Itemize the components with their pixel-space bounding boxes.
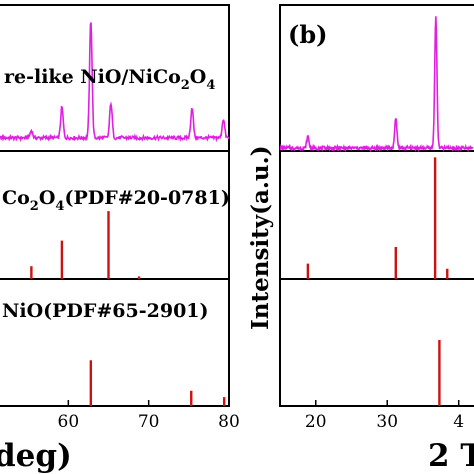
panel-a-pattern-line-1 [0, 22, 230, 143]
panel-b-x-ticks: 20 30 4 [305, 400, 464, 432]
panel-a-x-tick-label-3: 80 [218, 412, 240, 432]
panel-a-subplot-2-label: Co2O4(PDF#20-0781) [2, 187, 230, 214]
panel-b-subplot-2-frame [279, 150, 474, 280]
panel-a: 60 70 80 re-like NiO/NiCo2O4 Co2O4(PDF#20-… [0, 4, 240, 474]
panel-b: 20 30 4 (b) Intensity(a.u.) 2 T [247, 4, 474, 474]
panel-b-x-tick-label-1: 20 [305, 412, 327, 432]
panel-b-series [279, 16, 474, 406]
panel-a-x-ticks: 60 70 80 [58, 400, 240, 432]
panel-a-x-axis-label: deg) [0, 438, 72, 474]
panel-b-pattern-line-1 [279, 16, 474, 153]
panel-a-x-tick-label-2: 70 [138, 412, 160, 432]
panel-a-x-tick-label-1: 60 [58, 412, 80, 432]
panel-b-x-axis-label: 2 T [428, 438, 474, 474]
panel-a-subplot-3-frame [0, 278, 230, 407]
panel-b-y-axis-label: Intensity(a.u.) [247, 145, 274, 330]
panel-b-label: (b) [288, 20, 328, 49]
panel-a-series [0, 22, 230, 406]
panel-b-subplot-3-frame [279, 278, 474, 407]
panel-b-x-tick-label-2: 30 [376, 412, 398, 432]
panel-a-subplot-1-label: re-like NiO/NiCo2O4 [4, 66, 215, 93]
panel-a-subplot-2-frame [0, 150, 230, 280]
panel-a-subplot-3-label: NiO(PDF#65-2901) [2, 300, 209, 322]
panel-b-x-tick-label-3: 4 [453, 412, 464, 432]
